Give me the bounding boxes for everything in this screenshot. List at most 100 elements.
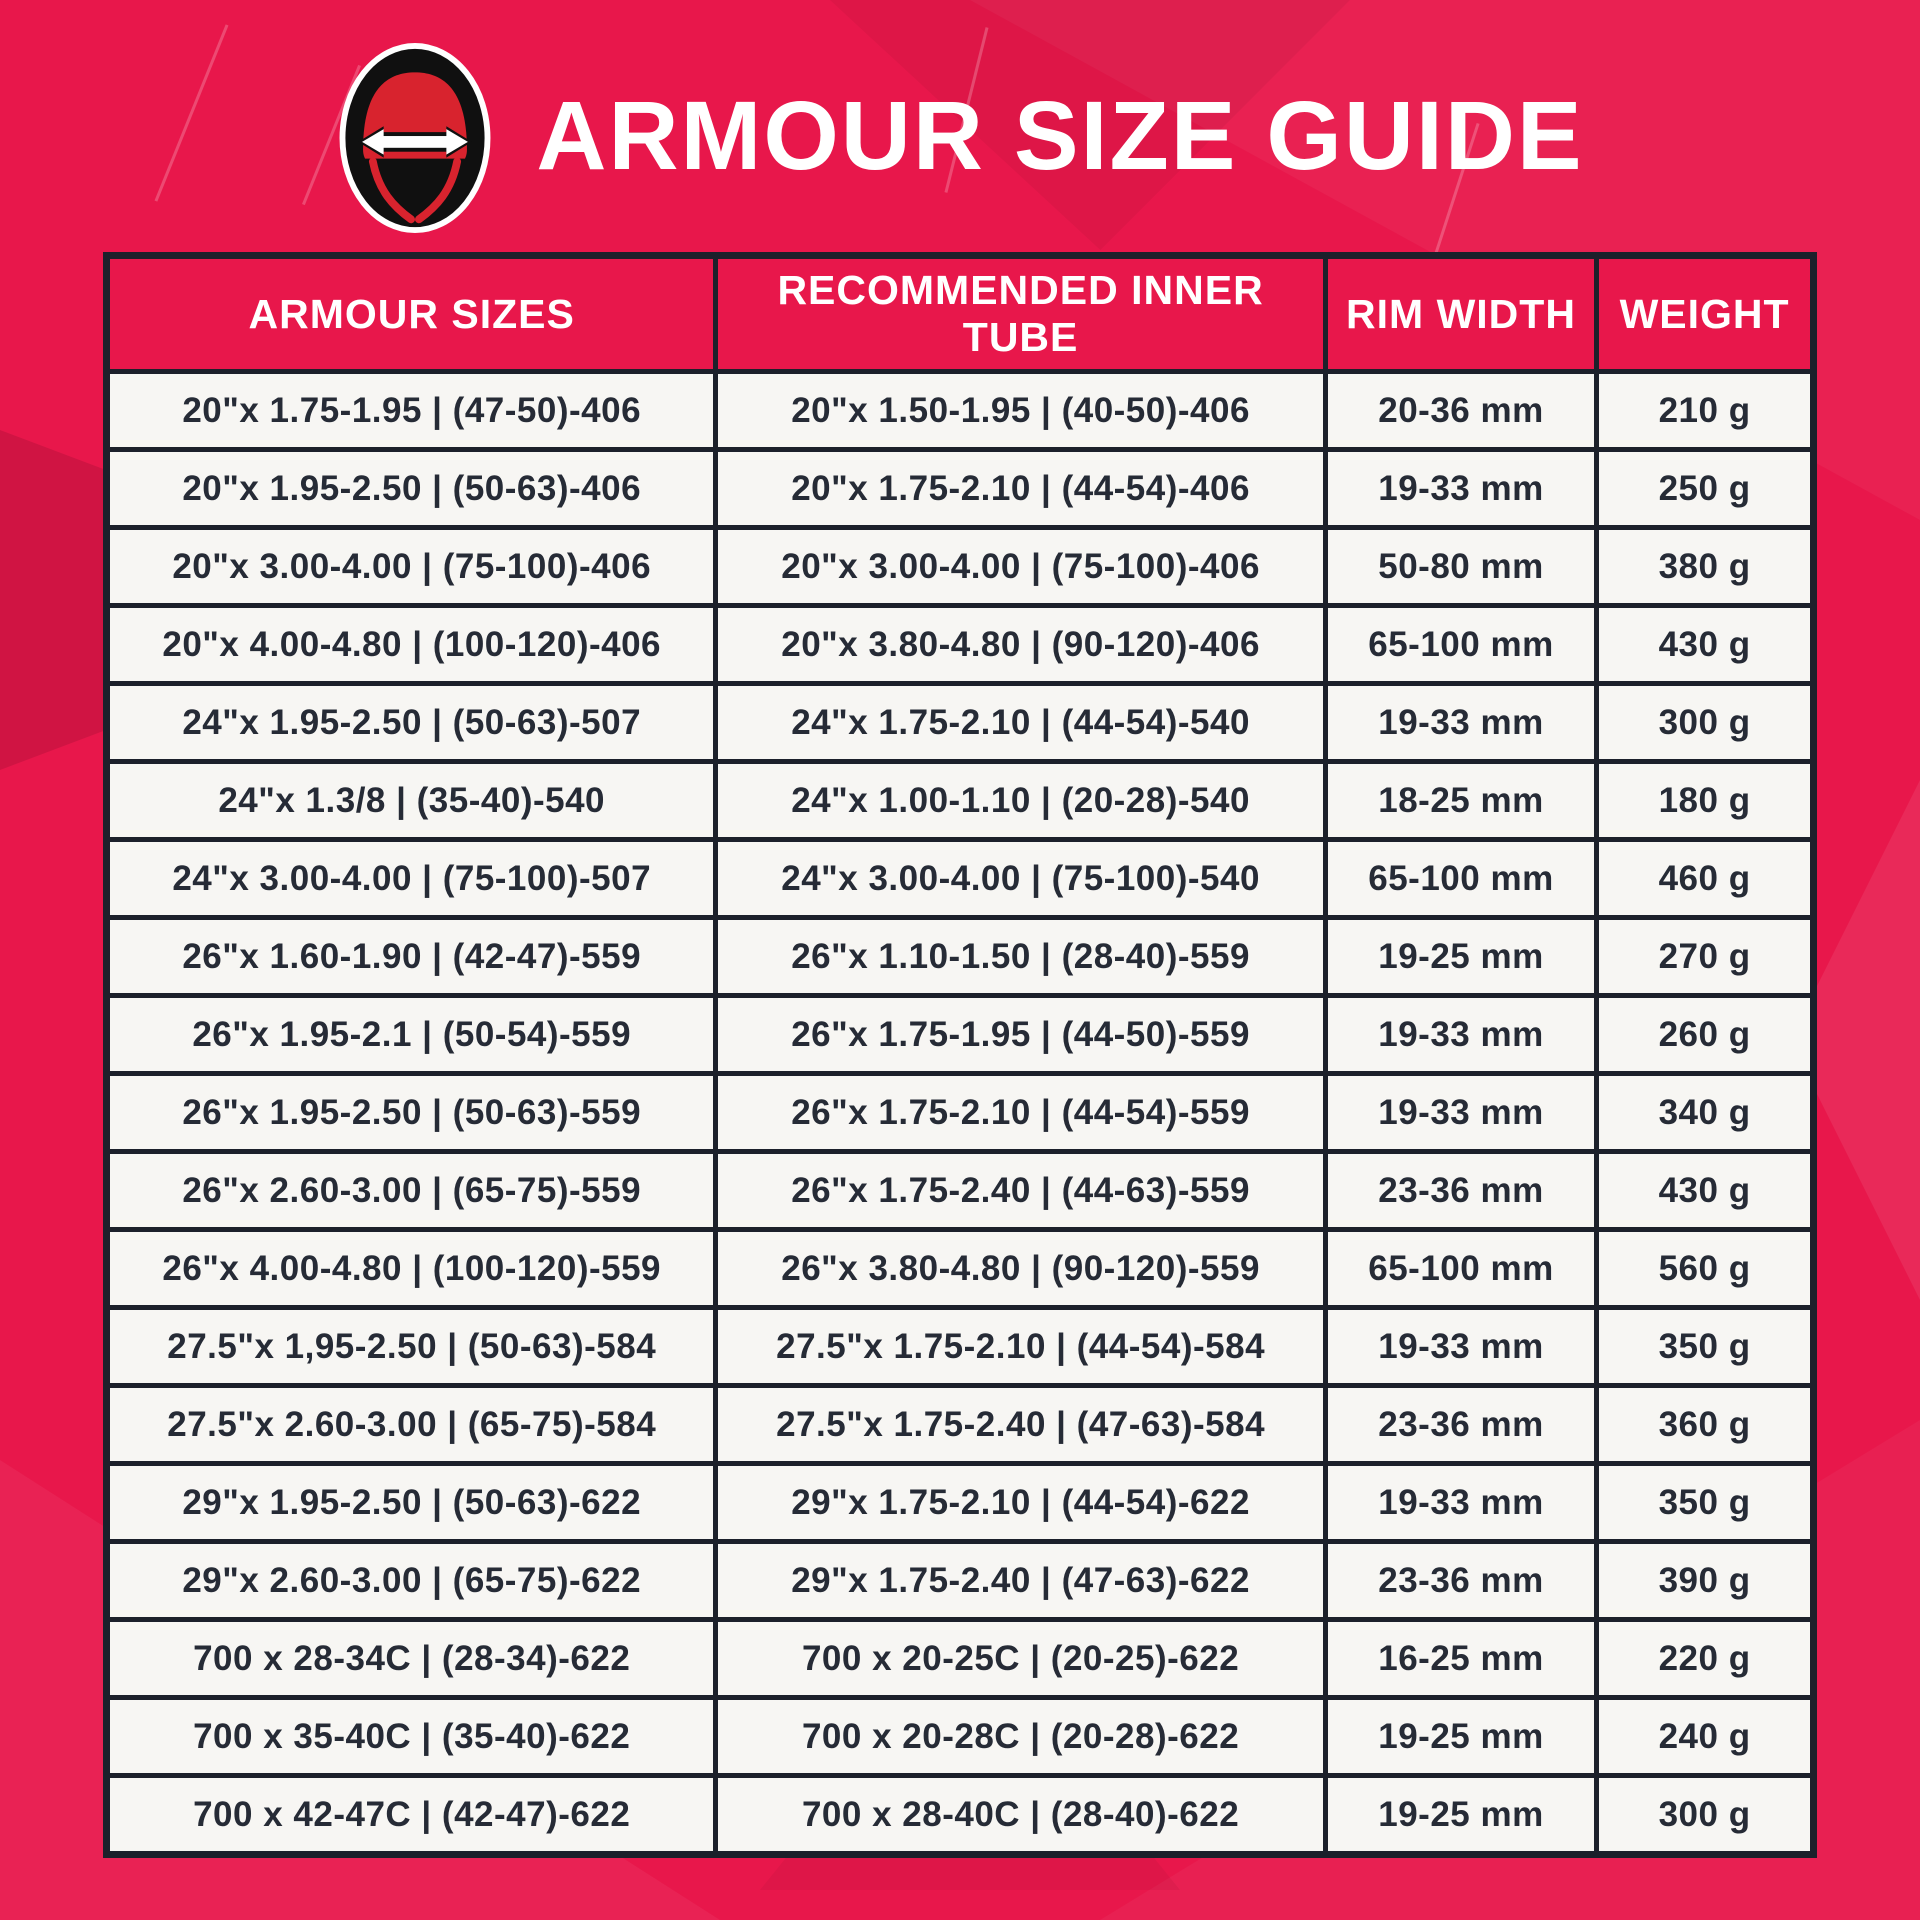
rim-width-cell: 18-25 mm	[1322, 759, 1600, 842]
weight-cell: 390 g	[1594, 1539, 1816, 1622]
table-row: 26"x 2.60-3.00 | (65-75)-559 26"x 1.75-2.…	[103, 1149, 1816, 1232]
inner-tube-cell: 20"x 1.75-2.10 | (44-54)-406	[713, 447, 1328, 530]
rim-width-cell: 19-33 mm	[1322, 1071, 1600, 1154]
armour-size-cell: 26"x 2.60-3.00 | (65-75)-559	[103, 1149, 719, 1232]
inner-tube-cell: 20"x 3.00-4.00 | (75-100)-406	[713, 525, 1328, 608]
armour-size-cell: 29"x 2.60-3.00 | (65-75)-622	[103, 1539, 719, 1622]
weight-cell: 220 g	[1594, 1617, 1816, 1700]
armour-size-cell: 24"x 3.00-4.00 | (75-100)-507	[103, 837, 719, 920]
table-row: 26"x 1.95-2.50 | (50-63)-559 26"x 1.75-2.…	[103, 1071, 1816, 1154]
armour-size-cell: 20"x 1.75-1.95 | (47-50)-406	[103, 369, 719, 452]
table-body: 20"x 1.75-1.95 | (47-50)-406 20"x 1.50-1.…	[103, 369, 1816, 1857]
rim-width-cell: 23-36 mm	[1322, 1383, 1600, 1466]
weight-cell: 430 g	[1594, 1149, 1816, 1232]
inner-tube-cell: 26"x 1.10-1.50 | (28-40)-559	[713, 915, 1328, 998]
armour-size-cell: 700 x 35-40C | (35-40)-622	[103, 1695, 719, 1778]
armour-size-cell: 27.5"x 2.60-3.00 | (65-75)-584	[103, 1383, 719, 1466]
weight-cell: 270 g	[1594, 915, 1816, 998]
rim-width-cell: 19-33 mm	[1322, 447, 1600, 530]
inner-tube-cell: 24"x 1.00-1.10 | (20-28)-540	[713, 759, 1328, 842]
rim-width-cell: 65-100 mm	[1322, 837, 1600, 920]
table-row: 20"x 1.95-2.50 | (50-63)-406 20"x 1.75-2.…	[103, 447, 1816, 530]
tire-width-logo-icon	[339, 42, 491, 234]
armour-size-cell: 24"x 1.3/8 | (35-40)-540	[103, 759, 719, 842]
rim-width-cell: 19-33 mm	[1322, 1305, 1600, 1388]
rim-width-cell: 19-25 mm	[1322, 915, 1600, 998]
weight-cell: 250 g	[1594, 447, 1816, 530]
armour-size-cell: 26"x 1.60-1.90 | (42-47)-559	[103, 915, 719, 998]
armour-size-cell: 24"x 1.95-2.50 | (50-63)-507	[103, 681, 719, 764]
inner-tube-cell: 20"x 3.80-4.80 | (90-120)-406	[713, 603, 1328, 686]
header-weight: WEIGHT	[1594, 253, 1816, 374]
armour-size-cell: 20"x 1.95-2.50 | (50-63)-406	[103, 447, 719, 530]
header-rim-width: RIM WIDTH	[1322, 253, 1600, 374]
weight-cell: 300 g	[1594, 1773, 1816, 1857]
armour-size-cell: 700 x 28-34C | (28-34)-622	[103, 1617, 719, 1700]
weight-cell: 560 g	[1594, 1227, 1816, 1310]
armour-size-cell: 26"x 1.95-2.50 | (50-63)-559	[103, 1071, 719, 1154]
weight-cell: 210 g	[1594, 369, 1816, 452]
table-row: 24"x 1.3/8 | (35-40)-540 24"x 1.00-1.10 |…	[103, 759, 1816, 842]
rim-width-cell: 19-25 mm	[1322, 1695, 1600, 1778]
inner-tube-cell: 26"x 1.75-2.40 | (44-63)-559	[713, 1149, 1328, 1232]
rim-width-cell: 16-25 mm	[1322, 1617, 1600, 1700]
width-arrow-icon	[358, 126, 473, 158]
rim-width-cell: 23-36 mm	[1322, 1539, 1600, 1622]
weight-cell: 360 g	[1594, 1383, 1816, 1466]
rim-width-cell: 65-100 mm	[1322, 1227, 1600, 1310]
armour-size-cell: 27.5"x 1,95-2.50 | (50-63)-584	[103, 1305, 719, 1388]
inner-tube-cell: 26"x 1.75-1.95 | (44-50)-559	[713, 993, 1328, 1076]
table-row: 20"x 4.00-4.80 | (100-120)-406 20"x 3.80-…	[103, 603, 1816, 686]
rim-width-cell: 19-25 mm	[1322, 1773, 1600, 1857]
rim-width-cell: 19-33 mm	[1322, 681, 1600, 764]
table-row: 20"x 1.75-1.95 | (47-50)-406 20"x 1.50-1.…	[103, 369, 1816, 452]
inner-tube-cell: 700 x 20-25C | (20-25)-622	[713, 1617, 1328, 1700]
table-row: 700 x 42-47C | (42-47)-622 700 x 28-40C |…	[103, 1773, 1816, 1857]
table-header-row: ARMOUR SIZES RECOMMENDED INNER TUBE RIM …	[103, 253, 1816, 374]
table-row: 26"x 1.60-1.90 | (42-47)-559 26"x 1.10-1.…	[103, 915, 1816, 998]
table-row: 20"x 3.00-4.00 | (75-100)-406 20"x 3.00-4…	[103, 525, 1816, 608]
header-armour-sizes: ARMOUR SIZES	[103, 253, 719, 374]
table-row: 29"x 1.95-2.50 | (50-63)-622 29"x 1.75-2.…	[103, 1461, 1816, 1544]
table-row: 26"x 1.95-2.1 | (50-54)-559 26"x 1.75-1.9…	[103, 993, 1816, 1076]
inner-tube-cell: 700 x 28-40C | (28-40)-622	[713, 1773, 1328, 1857]
table-row: 27.5"x 1,95-2.50 | (50-63)-584 27.5"x 1.7…	[103, 1305, 1816, 1388]
table-row: 700 x 28-34C | (28-34)-622 700 x 20-25C |…	[103, 1617, 1816, 1700]
rim-width-cell: 65-100 mm	[1322, 603, 1600, 686]
weight-cell: 430 g	[1594, 603, 1816, 686]
weight-cell: 240 g	[1594, 1695, 1816, 1778]
armour-size-cell: 26"x 4.00-4.80 | (100-120)-559	[103, 1227, 719, 1310]
weight-cell: 380 g	[1594, 525, 1816, 608]
size-guide-table-wrap: ARMOUR SIZES RECOMMENDED INNER TUBE RIM …	[103, 252, 1817, 1858]
inner-tube-cell: 24"x 3.00-4.00 | (75-100)-540	[713, 837, 1328, 920]
table-row: 24"x 1.95-2.50 | (50-63)-507 24"x 1.75-2.…	[103, 681, 1816, 764]
weight-cell: 260 g	[1594, 993, 1816, 1076]
inner-tube-cell: 29"x 1.75-2.40 | (47-63)-622	[713, 1539, 1328, 1622]
inner-tube-cell: 700 x 20-28C | (20-28)-622	[713, 1695, 1328, 1778]
weight-cell: 350 g	[1594, 1305, 1816, 1388]
background-facet	[0, 430, 108, 770]
inner-tube-cell: 26"x 3.80-4.80 | (90-120)-559	[713, 1227, 1328, 1310]
table-row: 29"x 2.60-3.00 | (65-75)-622 29"x 1.75-2.…	[103, 1539, 1816, 1622]
inner-tube-cell: 26"x 1.75-2.10 | (44-54)-559	[713, 1071, 1328, 1154]
armour-size-cell: 20"x 4.00-4.80 | (100-120)-406	[103, 603, 719, 686]
inner-tube-cell: 20"x 1.50-1.95 | (40-50)-406	[713, 369, 1328, 452]
rim-width-cell: 23-36 mm	[1322, 1149, 1600, 1232]
armour-size-cell: 20"x 3.00-4.00 | (75-100)-406	[103, 525, 719, 608]
armour-size-cell: 29"x 1.95-2.50 | (50-63)-622	[103, 1461, 719, 1544]
armour-size-cell: 700 x 42-47C | (42-47)-622	[103, 1773, 719, 1857]
inner-tube-cell: 27.5"x 1.75-2.40 | (47-63)-584	[713, 1383, 1328, 1466]
weight-cell: 350 g	[1594, 1461, 1816, 1544]
header-recommended-inner-tube: RECOMMENDED INNER TUBE	[713, 253, 1328, 374]
table-row: 27.5"x 2.60-3.00 | (65-75)-584 27.5"x 1.7…	[103, 1383, 1816, 1466]
table-row: 24"x 3.00-4.00 | (75-100)-507 24"x 3.00-4…	[103, 837, 1816, 920]
inner-tube-cell: 27.5"x 1.75-2.10 | (44-54)-584	[713, 1305, 1328, 1388]
rim-width-cell: 20-36 mm	[1322, 369, 1600, 452]
weight-cell: 340 g	[1594, 1071, 1816, 1154]
rim-width-cell: 19-33 mm	[1322, 993, 1600, 1076]
weight-cell: 460 g	[1594, 837, 1816, 920]
armour-size-cell: 26"x 1.95-2.1 | (50-54)-559	[103, 993, 719, 1076]
rim-width-cell: 50-80 mm	[1322, 525, 1600, 608]
table-row: 26"x 4.00-4.80 | (100-120)-559 26"x 3.80-…	[103, 1227, 1816, 1310]
rim-width-cell: 19-33 mm	[1322, 1461, 1600, 1544]
